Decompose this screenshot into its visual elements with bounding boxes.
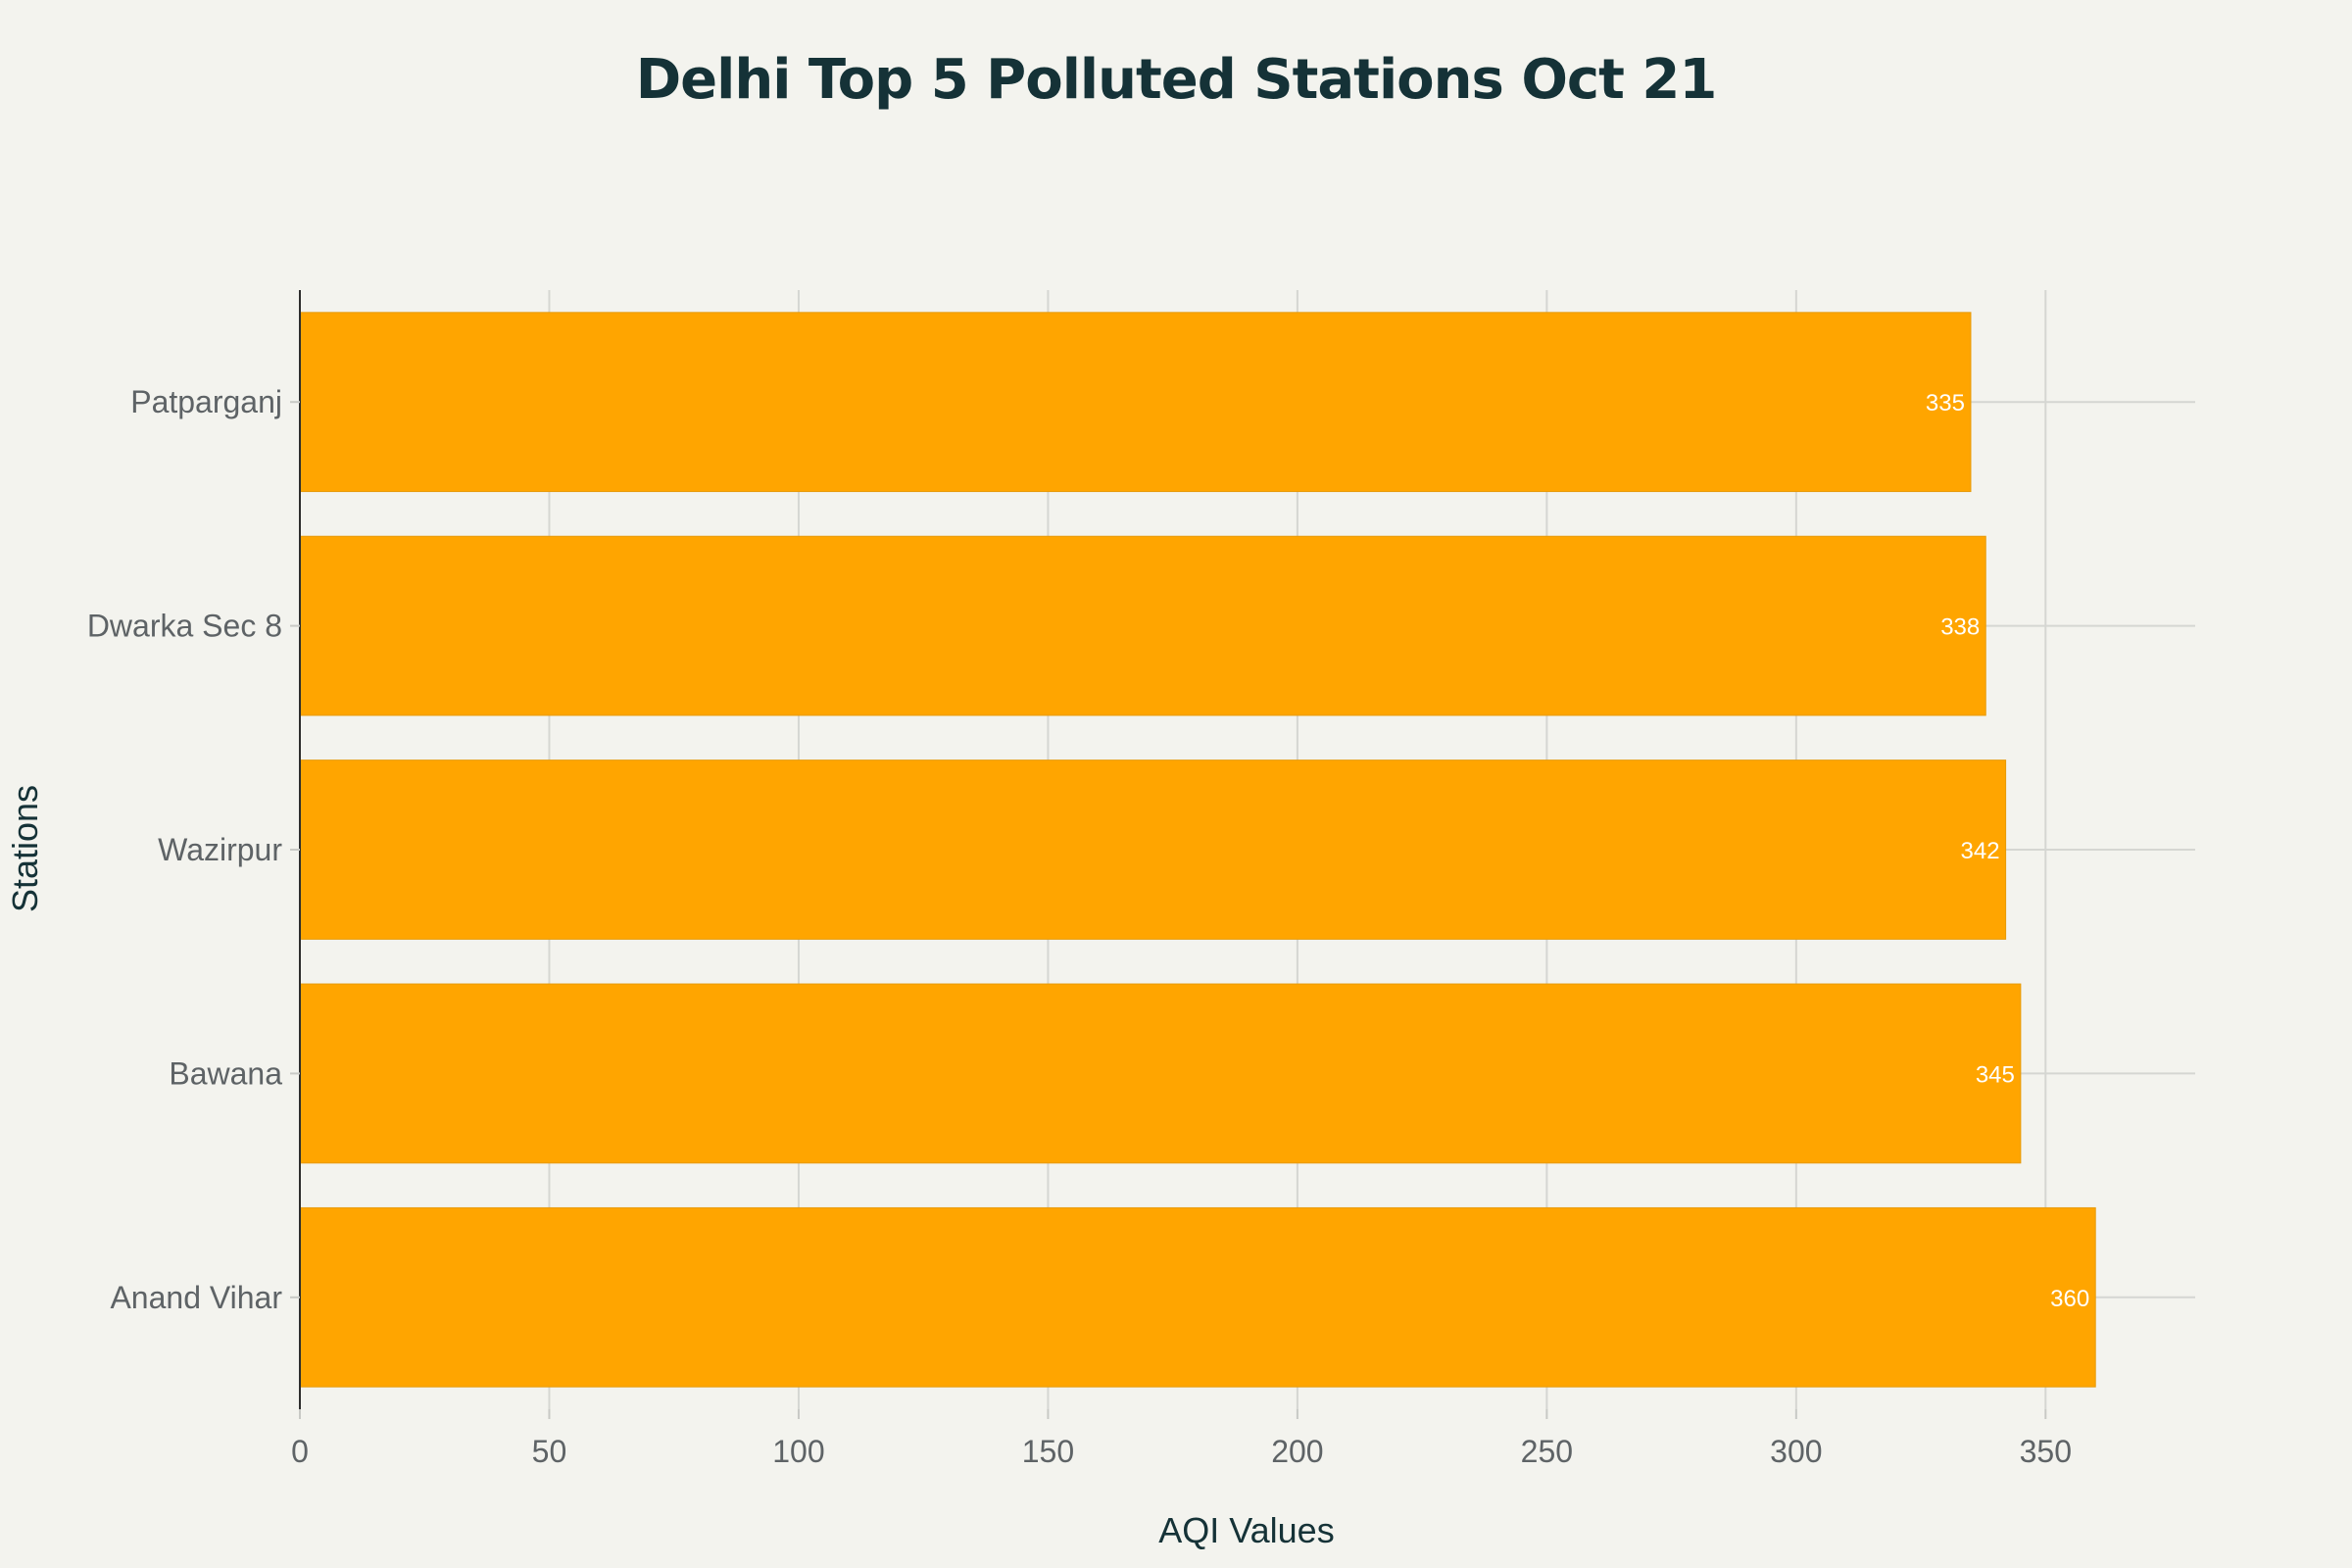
data-label-2: 342: [1961, 838, 2000, 864]
bar-patparganj: [299, 312, 1972, 493]
x-tick-label-1: 50: [532, 1434, 567, 1469]
x-tick-label-0: 0: [291, 1434, 309, 1469]
data-label-3: 338: [1940, 614, 1980, 641]
x-tick-labels: 0 50 100 150 200 250 300 350: [291, 1409, 2072, 1469]
bar-bawana: [299, 983, 2022, 1164]
x-tick-label-5: 250: [1521, 1434, 1573, 1469]
bar-wazirpur: [299, 760, 2007, 940]
data-label-4: 335: [1926, 390, 1965, 416]
x-tick-label-7: 350: [2020, 1434, 2072, 1469]
bars: [299, 312, 2096, 1388]
chart-title: Delhi Top 5 Polluted Stations Oct 21: [636, 48, 1717, 112]
bar-dwarka-sec-8: [299, 535, 1986, 716]
data-labels: 360 345 342 338 335: [1926, 390, 2089, 1312]
x-tick-label-4: 200: [1271, 1434, 1323, 1469]
y-tick-label-4: Patparganj: [130, 384, 282, 419]
data-label-0: 360: [2050, 1286, 2089, 1312]
y-tick-label-2: Wazirpur: [158, 832, 282, 867]
y-tick-label-1: Bawana: [169, 1055, 282, 1091]
y-tick-labels: Anand Vihar Bawana Wazirpur Dwarka Sec 8 Pat…: [87, 384, 300, 1315]
y-tick-label-0: Anand Vihar: [110, 1280, 282, 1315]
x-tick-label-3: 150: [1022, 1434, 1074, 1469]
data-label-1: 345: [1976, 1061, 2015, 1088]
bar-anand-vihar: [299, 1206, 2096, 1388]
x-tick-label-6: 300: [1770, 1434, 1822, 1469]
y-tick-label-3: Dwarka Sec 8: [87, 609, 282, 644]
y-axis-title: Stations: [5, 785, 45, 912]
x-tick-label-2: 100: [772, 1434, 824, 1469]
x-axis-title: AQI Values: [1158, 1510, 1334, 1550]
